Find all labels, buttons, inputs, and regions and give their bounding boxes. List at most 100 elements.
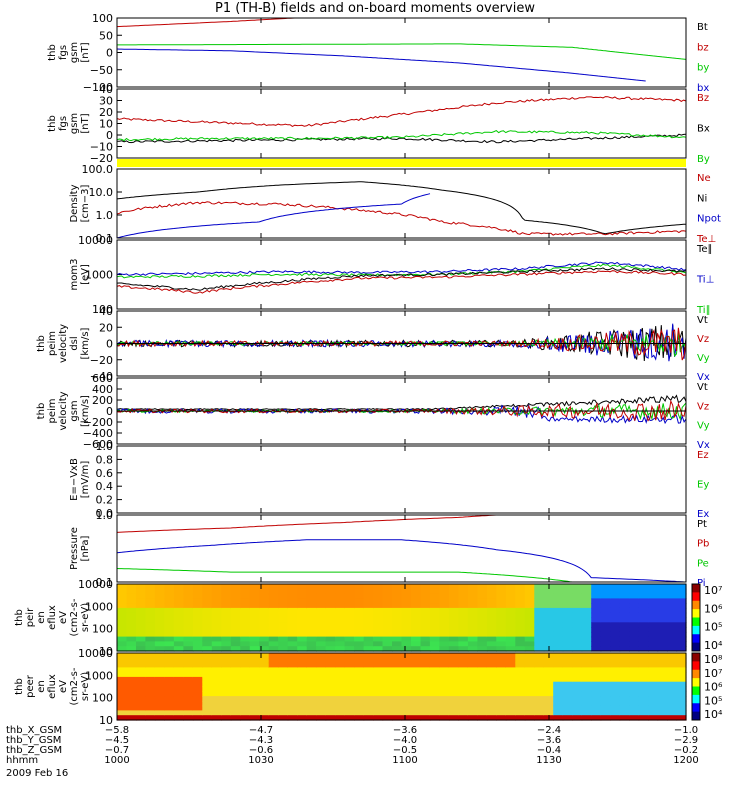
spectrogram-cell [325, 631, 336, 638]
panel-3-series-Ne [116, 201, 687, 236]
spectrogram-cell [335, 672, 346, 678]
spectrogram-cell [591, 686, 602, 692]
spectrogram-cell [117, 646, 128, 652]
spectrogram-cell [420, 676, 431, 683]
spectrogram-cell [287, 584, 298, 590]
spectrogram-cell [524, 617, 535, 623]
panel-4-ytick-label: 100 [92, 303, 113, 316]
spectrogram-cell [335, 662, 346, 668]
spectrogram-cell [145, 672, 156, 678]
spectrogram-cell [458, 627, 469, 633]
spectrogram-cell [382, 696, 393, 702]
spectrogram-cell [429, 612, 440, 619]
spectrogram-cell [648, 696, 659, 702]
spectrogram-cell [572, 607, 583, 614]
panel-9-ytick-label: 10000 [78, 578, 113, 591]
spectrogram-cell [268, 715, 279, 721]
spectrogram-cell [316, 603, 327, 609]
spectrogram-cell [439, 636, 450, 642]
spectrogram-cell [610, 705, 621, 711]
spectrogram-cell [638, 696, 649, 702]
spectrogram-cell [657, 710, 668, 716]
spectrogram-cell [259, 653, 270, 659]
spectrogram-cell [344, 607, 355, 614]
colorbar-segment [692, 592, 700, 602]
spectrogram-cell [316, 646, 327, 652]
spectrogram-cell [477, 631, 488, 638]
spectrogram-cell [249, 715, 260, 721]
spectrogram-cell [657, 584, 668, 590]
spectrogram-cell [553, 715, 564, 721]
spectrogram-cell [619, 646, 630, 652]
spectrogram-cell [477, 696, 488, 702]
panel-2-ytick-label: 30 [99, 95, 113, 108]
spectrogram-cell [572, 627, 583, 633]
spectrogram-cell [562, 710, 573, 716]
spectrogram-cell [354, 584, 365, 590]
spectrogram-cell [581, 593, 592, 599]
spectrogram-cell [278, 646, 289, 652]
spectrogram-cell [278, 657, 289, 664]
spectrogram-cell [524, 657, 535, 664]
spectrogram-cell [240, 636, 251, 642]
spectrogram-cell [354, 646, 365, 652]
spectrogram-cell [136, 715, 147, 721]
spectrogram-cell [373, 631, 384, 638]
spectrogram-cell [477, 657, 488, 664]
spectrogram-cell [230, 631, 241, 638]
panel-6-ylabel: gsm [69, 400, 80, 421]
spectrogram-cell [648, 653, 659, 659]
spectrogram-cell [619, 631, 630, 638]
spectrogram-cell [411, 653, 422, 659]
spectrogram-cell [183, 622, 194, 628]
spectrogram-cell [524, 653, 535, 659]
spectrogram-cell [458, 653, 469, 659]
spectrogram-cell [524, 627, 535, 633]
panel-1-ylabel: [nT] [80, 42, 91, 62]
spectrogram-cell [638, 598, 649, 604]
spectrogram-cell [610, 584, 621, 590]
spectrogram-cell [325, 584, 336, 590]
spectrogram-cell [610, 691, 621, 697]
panel-5-frame [116, 310, 687, 377]
spectrogram-cell [467, 617, 478, 623]
panel-4-frame [116, 239, 687, 310]
xaxis-row-label: thb_Z_GSM [6, 745, 62, 756]
spectrogram-cell [344, 657, 355, 664]
panel-3-ytick-label: 1.0 [96, 209, 114, 222]
spectrogram-cell [591, 676, 602, 683]
spectrogram-cell [354, 603, 365, 609]
spectrogram-cell [648, 657, 659, 664]
xaxis-row-label: hhmm [6, 755, 38, 766]
spectrogram-cell [297, 584, 308, 590]
colorbar-segment [692, 703, 700, 713]
spectrogram-cell [657, 588, 668, 595]
spectrogram-cell [363, 705, 374, 711]
spectrogram-cell [505, 617, 516, 623]
spectrogram-cell [173, 627, 184, 633]
spectrogram-cell [610, 700, 621, 707]
spectrogram-cell [316, 691, 327, 697]
spectrogram-cell [648, 617, 659, 623]
panel-1-ytick-label: 0 [106, 47, 113, 60]
spectrogram-cell [173, 612, 184, 619]
spectrogram-cell [486, 653, 497, 659]
spectrogram-cell [543, 627, 554, 633]
spectrogram-cell [629, 622, 640, 628]
spectrogram-cell [629, 676, 640, 683]
spectrogram-cell [572, 584, 583, 590]
spectrogram-cell [202, 653, 213, 659]
data-gap-bar [117, 159, 686, 167]
spectrogram-cell [657, 617, 668, 623]
spectrogram-cell [192, 662, 203, 668]
spectrogram-cell [458, 617, 469, 623]
spectrogram-cell [486, 603, 497, 609]
spectrogram-cell [486, 715, 497, 721]
spectrogram-cell [467, 653, 478, 659]
spectrogram-cell [145, 662, 156, 668]
spectrogram-cell [373, 700, 384, 707]
spectrogram-cell [411, 700, 422, 707]
spectrogram-cell [411, 641, 422, 647]
colorbar-segment [692, 609, 700, 618]
spectrogram-cell [363, 710, 374, 716]
